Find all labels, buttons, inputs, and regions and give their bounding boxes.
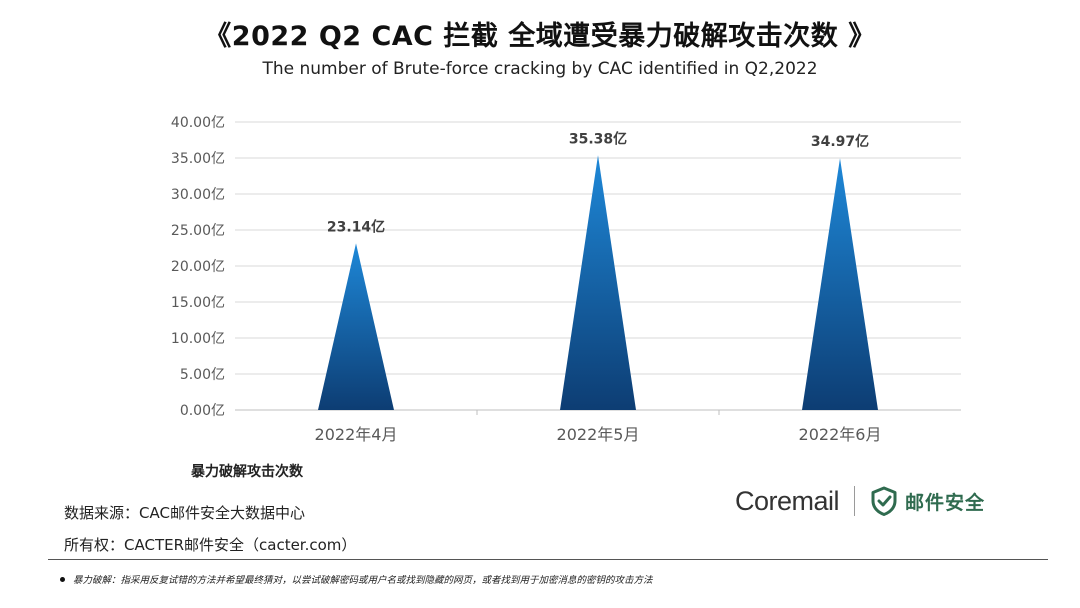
data-label: 23.14亿 bbox=[327, 218, 385, 235]
footnote-term: 暴力破解： bbox=[73, 575, 121, 586]
y-tick-label: 30.00亿 bbox=[171, 187, 225, 203]
x-axis-ticks: 2022年4月 2022年5月 2022年6月 bbox=[315, 425, 882, 444]
y-tick-label: 10.00亿 bbox=[171, 331, 225, 347]
data-label: 34.97亿 bbox=[811, 133, 869, 150]
x-tick-label: 2022年6月 bbox=[799, 425, 882, 444]
data-label: 35.38亿 bbox=[569, 130, 627, 147]
y-tick-label: 15.00亿 bbox=[171, 295, 225, 311]
y-tick-label: 20.00亿 bbox=[171, 259, 225, 275]
x-tick-label: 2022年4月 bbox=[315, 425, 398, 444]
page-subtitle: The number of Brute-force cracking by CA… bbox=[262, 59, 818, 79]
y-tick-label: 5.00亿 bbox=[180, 367, 225, 383]
y-tick-label: 35.00亿 bbox=[171, 151, 225, 167]
bar bbox=[318, 243, 394, 410]
footer-divider bbox=[48, 559, 1048, 560]
footnote-text: 指采用反复试错的方法并希望最终猜对，以尝试破解密码或用户名或找到隐藏的网页，或者… bbox=[120, 575, 653, 586]
data-source-note: 数据来源：CAC邮件安全大数据中心 bbox=[64, 504, 305, 522]
brand-logo: Coremail 邮件安全 bbox=[735, 483, 985, 519]
y-tick-label: 40.00亿 bbox=[171, 115, 225, 131]
copyright-note: 所有权：CACTER邮件安全（cacter.com） bbox=[64, 536, 357, 554]
bullet-icon bbox=[60, 577, 65, 582]
logo-divider bbox=[854, 486, 856, 516]
x-tick-label: 2022年5月 bbox=[557, 425, 640, 444]
bar bbox=[802, 158, 878, 410]
legend-entry: 暴力破解攻击次数 bbox=[191, 464, 303, 480]
y-tick-label: 25.00亿 bbox=[171, 223, 225, 239]
bars bbox=[318, 155, 878, 410]
data-labels: 23.14亿 35.38亿 34.97亿 bbox=[327, 130, 869, 235]
logo-wordmark: Coremail bbox=[735, 485, 840, 516]
bar bbox=[560, 155, 636, 410]
footnote: 暴力破解：指采用反复试错的方法并希望最终猜对，以尝试破解密码或用户名或找到隐藏的… bbox=[60, 572, 653, 586]
logo-cn-name: 邮件安全 bbox=[905, 491, 986, 514]
y-tick-label: 0.00亿 bbox=[180, 403, 225, 419]
y-axis-ticks: 0.00亿 5.00亿 10.00亿 15.00亿 20.00亿 25.00亿 30.00亿… bbox=[171, 115, 225, 419]
page-title: 《2022 Q2 CAC 拦截 全域遭受暴力破解攻击次数 》 bbox=[204, 21, 876, 52]
shield-check-icon bbox=[871, 486, 897, 516]
